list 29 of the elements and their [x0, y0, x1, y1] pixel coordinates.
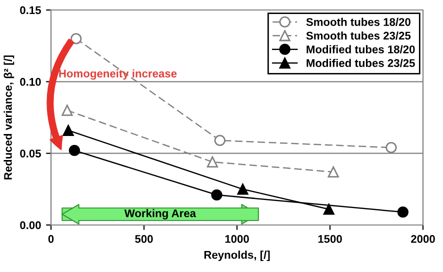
- y-tick-label: 0.00: [20, 221, 41, 230]
- legend-label: Modified tubes 23/25: [306, 58, 415, 68]
- point: [386, 142, 397, 154]
- annotation: Working Area: [124, 209, 196, 220]
- point: [397, 206, 408, 218]
- point: [206, 156, 218, 168]
- legend-label: Modified tubes 18/20: [306, 45, 415, 54]
- x-tick-label: 0: [48, 235, 54, 243]
- point: [328, 166, 339, 178]
- y-tick-label: 0.15: [20, 6, 41, 14]
- x-tick-label: 1000: [225, 235, 249, 243]
- point: [62, 104, 73, 116]
- annotation: Homogeneity increase: [59, 69, 177, 80]
- x-tick-label: 500: [135, 235, 153, 243]
- x-axis-title: Reynolds, [/]: [204, 250, 270, 261]
- legend-label: Smooth tubes 23/25: [306, 31, 411, 40]
- point: [68, 144, 80, 156]
- x-tick-label: 2000: [411, 235, 435, 243]
- legend-label: Smooth tubes 18/20: [306, 18, 410, 26]
- y-tick-label: 0.10: [20, 78, 41, 86]
- point: [237, 184, 248, 195]
- y-tick-label: 0.05: [20, 150, 41, 158]
- point: [211, 189, 222, 200]
- point: [323, 204, 334, 215]
- point: [70, 33, 82, 44]
- x-tick-label: 1500: [318, 235, 342, 243]
- y-axis-title: Reduced variance, β² [/]: [4, 55, 14, 180]
- point: [214, 134, 226, 146]
- point: [62, 124, 74, 136]
